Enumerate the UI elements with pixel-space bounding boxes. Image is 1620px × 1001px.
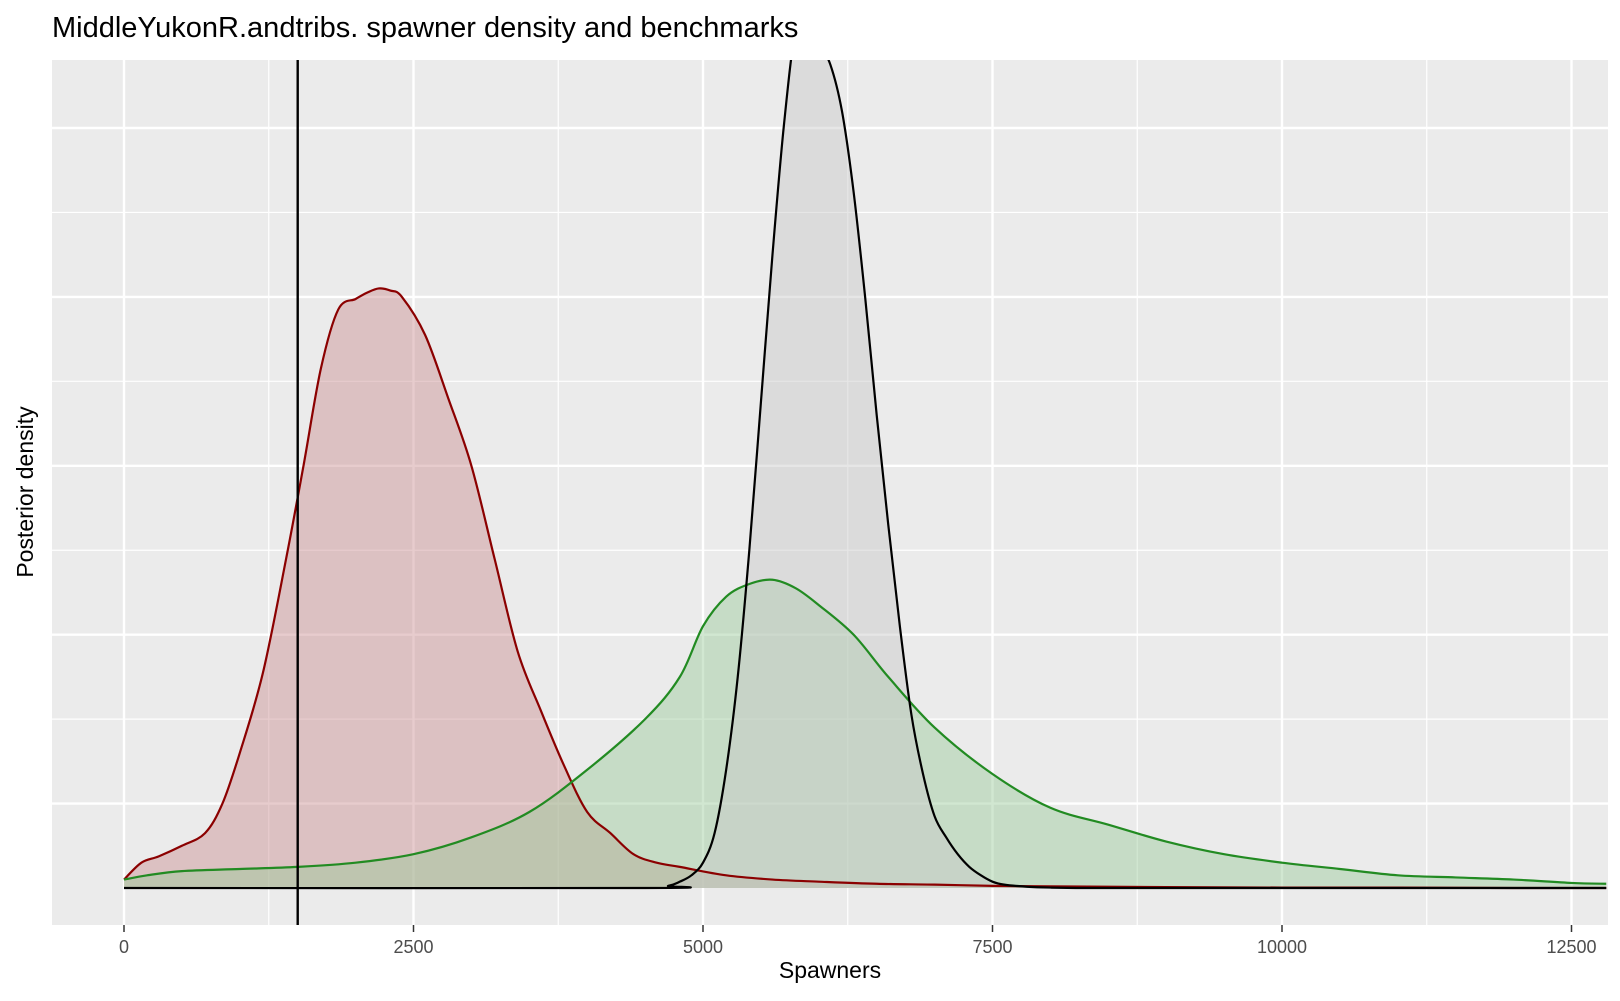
density-line-2 bbox=[123, 60, 1607, 890]
x-tick-label-4: 10000 bbox=[1257, 937, 1307, 957]
density-area-2 bbox=[124, 60, 1607, 889]
major-gridlines bbox=[52, 60, 1608, 925]
density-line-1 bbox=[123, 578, 1607, 885]
x-axis-title: Spawners bbox=[779, 957, 881, 983]
x-tick-label-2: 5000 bbox=[683, 937, 723, 957]
x-tick-label-0: 0 bbox=[119, 937, 129, 957]
y-axis-title: Posterior density bbox=[12, 406, 38, 578]
x-tick-label-3: 7500 bbox=[972, 937, 1012, 957]
x-tick-label-1: 2500 bbox=[393, 937, 433, 957]
minor-gridlines bbox=[52, 60, 1608, 925]
plot-panel bbox=[52, 60, 1608, 925]
chart-title: MiddleYukonR.andtribs. spawner density a… bbox=[52, 12, 798, 44]
density-line-0 bbox=[123, 287, 1607, 890]
x-tick-label-5: 12500 bbox=[1546, 937, 1596, 957]
density-area-0 bbox=[124, 288, 1607, 889]
density-series bbox=[123, 60, 1607, 890]
x-axis-ticks: 0 2500 5000 7500 10000 12500 bbox=[119, 925, 1597, 957]
density-area-1 bbox=[124, 579, 1607, 888]
